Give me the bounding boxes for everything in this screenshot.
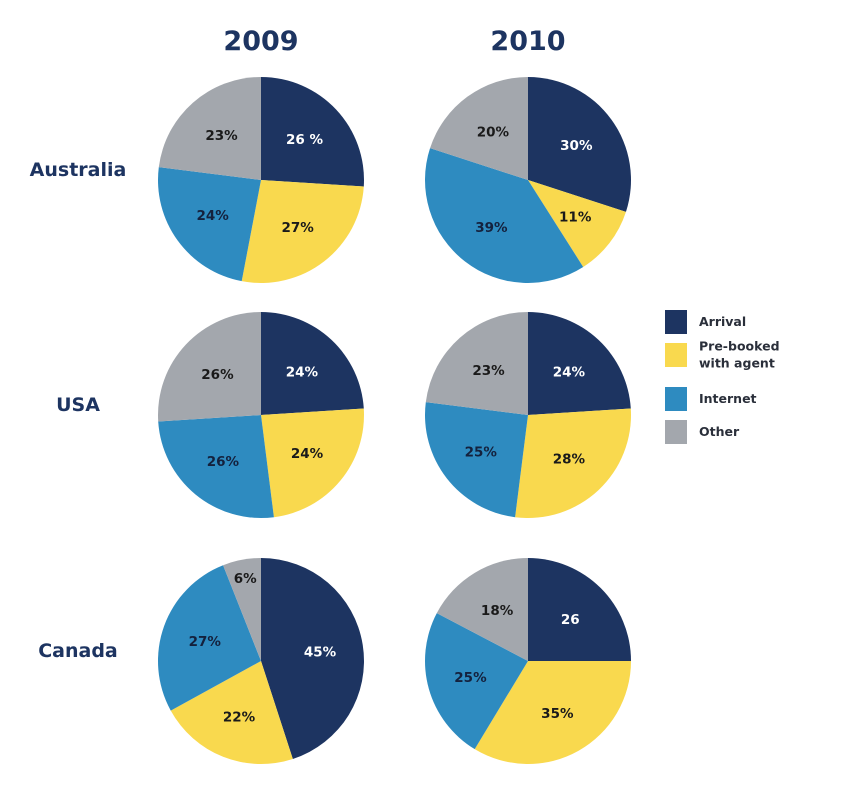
year-header-2010: 2010 [490, 26, 565, 57]
slice-usa-2009-pre-booked-with-agent [261, 408, 364, 518]
slice-label-australia-2009-other: 23% [205, 128, 238, 144]
slice-canada-2010-pre-booked-with-agent [474, 661, 631, 764]
slice-label-usa-2009-pre-booked-with-agent: 24% [291, 446, 324, 462]
slice-label-australia-2009-arrival: 26 % [286, 132, 323, 148]
slice-label-usa-2010-other: 23% [472, 363, 505, 379]
slice-label-usa-2009-arrival: 24% [286, 364, 319, 380]
slice-label-canada-2009-pre-booked-with-agent: 22% [223, 710, 256, 726]
slice-usa-2010-arrival [528, 312, 631, 415]
slice-label-australia-2010-other: 20% [477, 125, 510, 141]
slice-australia-2009-pre-booked-with-agent [241, 180, 364, 283]
slice-label-usa-2010-internet: 25% [465, 445, 498, 461]
legend-label-other: Other [699, 424, 740, 439]
slice-label-australia-2009-internet: 24% [197, 208, 230, 224]
slice-label-canada-2010-pre-booked-with-agent: 35% [541, 706, 574, 722]
slice-label-australia-2010-internet: 39% [475, 220, 508, 236]
slice-label-usa-2009-other: 26% [201, 367, 234, 383]
country-label-australia: Australia [30, 159, 127, 181]
slice-usa-2010-internet [425, 402, 528, 518]
slice-label-usa-2010-pre-booked-with-agent: 28% [553, 452, 586, 468]
slice-usa-2009-other [158, 312, 261, 422]
legend-label-arrival: Arrival [699, 314, 746, 329]
slice-label-usa-2010-arrival: 24% [553, 364, 586, 380]
slice-canada-2010-arrival [528, 558, 631, 661]
legend-label-pre-booked-with-agent: Pre-booked [699, 339, 780, 354]
slice-label-australia-2010-pre-booked-with-agent: 11% [559, 210, 592, 226]
slice-australia-2010-arrival [528, 77, 631, 212]
slice-label-canada-2010-other: 18% [481, 603, 514, 619]
slice-australia-2010-other [430, 77, 528, 180]
slice-label-usa-2009-internet: 26% [207, 454, 240, 470]
slice-usa-2010-pre-booked-with-agent [515, 408, 632, 518]
slice-canada-2009-internet [158, 565, 261, 711]
legend-swatch-arrival [665, 310, 687, 334]
legend-swatch-internet [665, 387, 687, 411]
slice-label-canada-2009-internet: 27% [189, 634, 222, 650]
slice-canada-2009-pre-booked-with-agent [170, 661, 293, 764]
year-header-2009: 2009 [223, 26, 298, 57]
slice-canada-2009-arrival [261, 558, 364, 759]
slice-australia-2010-internet [424, 148, 584, 284]
slice-usa-2009-internet [158, 415, 274, 518]
legend-label-internet: Internet [699, 391, 757, 406]
slice-label-australia-2010-arrival: 30% [560, 138, 593, 154]
slice-australia-2009-arrival [261, 77, 364, 187]
slice-label-canada-2009-arrival: 45% [304, 645, 337, 661]
slice-usa-2010-other [425, 312, 528, 415]
legend-swatch-other [665, 420, 687, 444]
slice-label-canada-2010-arrival: 26 [561, 612, 580, 628]
country-label-usa: USA [56, 394, 100, 416]
slice-canada-2010-internet [425, 613, 528, 750]
slice-canada-2009-other [223, 558, 261, 661]
slice-australia-2010-pre-booked-with-agent [528, 180, 626, 267]
slice-label-canada-2010-internet: 25% [454, 670, 487, 686]
slice-label-australia-2009-pre-booked-with-agent: 27% [281, 220, 314, 236]
slice-australia-2009-other [158, 77, 261, 180]
slice-australia-2009-internet [157, 167, 261, 282]
slice-usa-2009-arrival [261, 312, 364, 415]
country-label-canada: Canada [38, 640, 118, 662]
legend-swatch-pre-booked-with-agent [665, 343, 687, 367]
slice-canada-2010-other [436, 558, 528, 661]
slice-label-canada-2009-other: 6% [234, 571, 257, 587]
legend-label-pre-booked-with-agent: with agent [699, 356, 775, 371]
